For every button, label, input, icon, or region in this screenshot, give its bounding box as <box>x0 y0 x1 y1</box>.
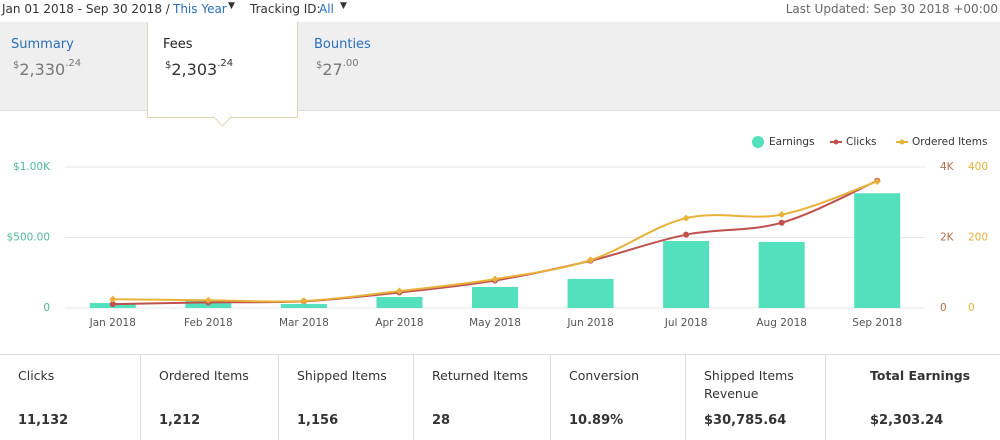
y-tick-label: $500.00 <box>7 232 50 244</box>
x-tick-label: Aug 2018 <box>756 317 807 329</box>
stat-value: $30,785.64 <box>704 413 787 428</box>
tracking-dropdown[interactable]: All <box>319 2 334 16</box>
x-tick-label: May 2018 <box>469 317 521 329</box>
stat-cell: Shipped Items Revenue $30,785.64 <box>685 355 825 440</box>
stat-value: $2,303.24 <box>870 413 944 428</box>
cents: .24 <box>217 58 234 69</box>
y2-tick-label: 4K <box>940 161 955 173</box>
currency: $ <box>13 60 20 71</box>
stat-label: Returned Items <box>432 368 529 383</box>
point <box>778 219 785 226</box>
y-tick-label: $1.00K <box>13 161 51 173</box>
whole: 27 <box>322 60 343 79</box>
y3-tick-label: 400 <box>968 161 988 173</box>
stat-value: 11,132 <box>18 413 69 428</box>
stat-cell: Clicks 11,132 <box>0 355 140 440</box>
tab-pointer-mask <box>215 115 230 118</box>
bar <box>567 278 614 308</box>
legend-swatch <box>833 139 839 145</box>
x-tick-label: Feb 2018 <box>184 317 233 329</box>
stat-cell: Shipped Items 1,156 <box>278 355 413 440</box>
point <box>683 231 690 238</box>
tab-label[interactable]: Fees <box>163 37 193 52</box>
bar <box>854 193 901 308</box>
tab-amount: $2,303.24 <box>165 58 234 79</box>
legend-label: Clicks <box>846 136 877 148</box>
point <box>204 296 212 304</box>
period-dropdown[interactable]: This Year <box>173 2 227 16</box>
stat-cell: Total Earnings $2,303.24 <box>825 355 1000 440</box>
caret: ▼ <box>228 1 235 11</box>
stat-value: 1,156 <box>297 413 339 428</box>
point <box>778 211 786 219</box>
caret: ▼ <box>340 1 347 11</box>
tab-label[interactable]: Summary <box>11 37 74 52</box>
stat-cell: Ordered Items 1,212 <box>140 355 278 440</box>
legend-label: Earnings <box>769 136 815 148</box>
date-range: Jan 01 2018 - Sep 30 2018 / <box>2 2 170 16</box>
legend-label: Ordered Items <box>912 136 987 148</box>
currency: $ <box>316 60 323 71</box>
tab-label[interactable]: Bounties <box>314 37 371 52</box>
tab-amount: $27.00 <box>316 58 359 79</box>
x-tick-label: Apr 2018 <box>375 317 423 329</box>
whole: 2,330 <box>19 60 66 79</box>
last-updated: Last Updated: Sep 30 2018 +00:00 <box>785 2 998 16</box>
tab-pointer <box>212 116 233 127</box>
legend-swatch <box>899 139 905 145</box>
stat-cell: Returned Items 28 <box>413 355 550 440</box>
y2-tick-label: 2K <box>940 232 955 244</box>
point <box>300 297 308 305</box>
point <box>109 301 116 308</box>
bar <box>376 297 423 308</box>
stat-label: Shipped Items Revenue <box>704 368 794 401</box>
point <box>491 275 499 283</box>
stat-label: Conversion <box>569 368 640 383</box>
stat-label: Total Earnings <box>870 368 971 383</box>
top-bar: Jan 01 2018 - Sep 30 2018 / This Year ▼ … <box>0 0 1000 22</box>
stat-value: 10.89% <box>569 413 624 428</box>
stat-value: 28 <box>432 413 451 428</box>
legend-swatch <box>752 136 764 148</box>
stat-label: Ordered Items <box>159 368 249 383</box>
stat-label: Clicks <box>18 368 55 383</box>
point <box>587 256 595 264</box>
tab-amount: $2,330.24 <box>13 58 82 79</box>
y-tick-label: 0 <box>43 302 50 314</box>
point <box>395 287 403 295</box>
x-tick-label: Jul 2018 <box>664 317 708 329</box>
tracking-label: Tracking ID: <box>250 2 321 16</box>
bar <box>663 241 710 308</box>
stat-label: Shipped Items <box>297 368 387 383</box>
x-tick-label: Jan 2018 <box>89 317 136 329</box>
stat-value: 1,212 <box>159 413 201 428</box>
y2-tick-label: 0 <box>940 302 947 314</box>
point <box>109 295 117 303</box>
cents: .24 <box>65 58 82 69</box>
point <box>682 214 690 222</box>
bar <box>758 242 805 308</box>
y3-tick-label: 200 <box>968 232 988 244</box>
x-tick-label: Sep 2018 <box>852 317 902 329</box>
stat-cell: Conversion 10.89% <box>550 355 685 440</box>
y3-tick-label: 0 <box>968 302 975 314</box>
bar <box>472 286 518 308</box>
bar <box>280 304 327 308</box>
whole: 2,303 <box>171 60 218 79</box>
currency: $ <box>165 60 172 71</box>
point <box>873 177 881 185</box>
x-tick-label: Jun 2018 <box>566 317 613 329</box>
stats-row: Clicks 11,132 Ordered Items 1,212 Shipped It… <box>0 354 1000 440</box>
active-tab <box>147 22 298 118</box>
x-tick-label: Mar 2018 <box>279 317 329 329</box>
cents: .00 <box>342 58 359 69</box>
